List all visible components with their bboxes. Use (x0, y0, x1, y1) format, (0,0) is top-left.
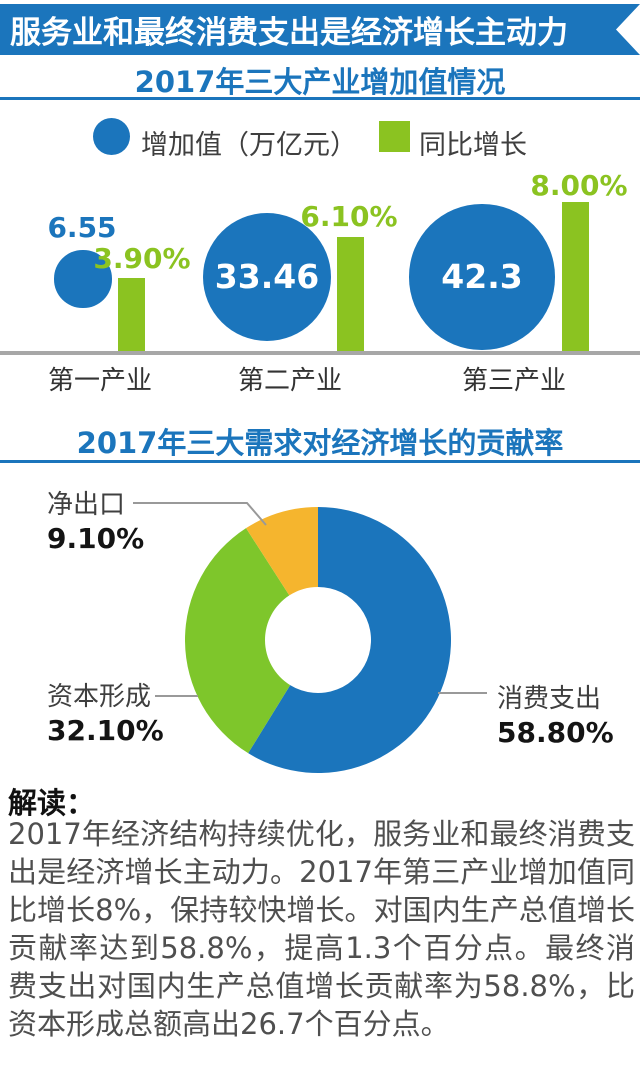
page-title: 服务业和最终消费支出是经济增长主动力 (10, 15, 568, 51)
bubble-tertiary-industry: 42.3 (409, 204, 555, 350)
legend-growth-swatch-square (379, 121, 410, 152)
growth-bar-3 (562, 201, 589, 351)
bubble-primary-industry (54, 250, 112, 308)
category-label-3: 第三产业 (461, 366, 567, 396)
bubble-value-label-3: 42.3 (441, 257, 523, 297)
growth-bar-1 (118, 278, 145, 351)
leader-line-net-export (133, 502, 267, 526)
slice-value-capital: 32.10% (47, 714, 164, 747)
bubble-value-label-2: 33.46 (214, 257, 320, 297)
section1-title: 2017年三大产业增加值情况 (134, 65, 506, 99)
slice-label-consumption: 消费支出 (497, 684, 602, 714)
growth-label-2: 6.10% (300, 200, 398, 233)
slice-label-capital: 资本形成 (47, 682, 152, 712)
legend-growth-label: 同比增长 (419, 130, 527, 161)
slice-value-net-export: 9.10% (47, 522, 145, 555)
axis-baseline (0, 351, 640, 355)
donut-chart (133, 502, 487, 773)
slice-value-consumption: 58.80% (497, 716, 614, 749)
category-label-2: 第二产业 (237, 366, 343, 396)
slice-label-net-export: 净出口 (47, 490, 126, 520)
growth-label-1: 3.90% (93, 242, 191, 275)
donut-slice-资本形成 (184, 528, 291, 754)
donut-slice-消费支出 (248, 507, 452, 773)
bubble-secondary-industry: 33.46 (202, 212, 332, 342)
category-label-1: 第一产业 (47, 366, 153, 396)
donut-slice-净出口 (246, 507, 318, 596)
legend-value-label: 增加值（万亿元） (141, 130, 357, 161)
legend-value-swatch-circle (93, 118, 130, 155)
interpretation-body: 2017年经济结构持续优化，服务业和最终消费支出是经济增长主动力。2017年第三… (8, 817, 635, 1041)
header-ribbon: 服务业和最终消费支出是经济增长主动力 (0, 4, 640, 55)
interpretation-heading: 解读： (8, 786, 96, 820)
section1-divider (0, 97, 640, 100)
growth-label-3: 8.00% (530, 169, 628, 202)
bubble-value-label-1: 6.55 (47, 211, 117, 244)
section2-title: 2017年三大需求对经济增长的贡献率 (76, 426, 564, 460)
growth-bar-2 (337, 237, 364, 351)
section2-divider (0, 460, 640, 463)
